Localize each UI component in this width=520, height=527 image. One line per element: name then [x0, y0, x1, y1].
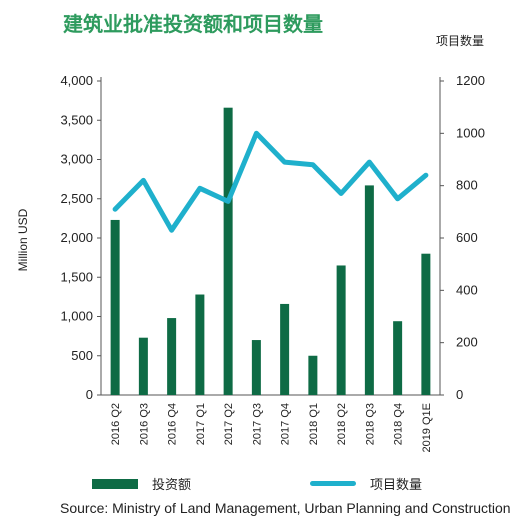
left-tick-label: 2,000 [60, 230, 93, 245]
right-tick-label: 0 [456, 387, 463, 402]
bar [421, 253, 431, 395]
x-tick-label: 2017 Q1 [195, 403, 207, 445]
bar [393, 321, 403, 395]
left-tick-label: 1,000 [60, 309, 93, 324]
right-tick-label: 800 [456, 178, 478, 193]
right-tick-label: 200 [456, 335, 478, 350]
x-tick-label: 2016 Q3 [138, 403, 150, 445]
legend-item-bar: 投资额 [92, 474, 191, 493]
x-tick-label: 2017 Q3 [251, 403, 263, 445]
right-tick-label: 400 [456, 282, 478, 297]
left-tick-label: 500 [71, 348, 93, 363]
x-tick-label: 2018 Q3 [364, 403, 376, 445]
right-axis-title: 项目数量 [435, 34, 484, 48]
x-tick-label: 2016 Q4 [167, 403, 179, 445]
bar [138, 337, 148, 395]
x-tick-label: 2018 Q2 [336, 403, 348, 445]
legend-line-label: 项目数量 [370, 478, 423, 493]
legend-bar-label: 投资额 [152, 478, 192, 493]
left-tick-label: 3,500 [60, 112, 93, 127]
bar [280, 303, 290, 395]
legend-line-swatch [310, 481, 356, 486]
bar [336, 265, 346, 395]
bar [195, 294, 205, 395]
line-series [112, 130, 429, 233]
x-tick-label: 2018 Q1 [308, 403, 320, 445]
x-tick-label: 2017 Q4 [280, 403, 292, 445]
left-tick-label: 3,000 [60, 152, 93, 167]
x-tick-label: 2017 Q2 [223, 403, 235, 445]
bar [308, 355, 318, 395]
legend-bar-swatch [92, 478, 138, 489]
source-note: Source: Ministry of Land Management, Urb… [60, 500, 511, 516]
x-tick-label: 2019 Q1E [421, 403, 433, 453]
left-tick-label: 0 [86, 387, 93, 402]
left-tick-label: 2,500 [60, 191, 93, 206]
x-tick-label: 2018 Q4 [393, 403, 405, 445]
x-tick-label: 2016 Q2 [110, 403, 122, 445]
legend-item-line: 项目数量 [310, 474, 422, 493]
left-tick-label: 1,500 [60, 269, 93, 284]
right-tick-label: 1000 [456, 125, 485, 140]
bar [223, 107, 233, 395]
bar [167, 318, 177, 395]
right-tick-label: 600 [456, 230, 478, 245]
bar [251, 340, 261, 395]
chart-title: 建筑业批准投资额和项目数量 [63, 12, 323, 36]
left-tick-label: 4,000 [60, 73, 93, 88]
right-tick-label: 1200 [456, 73, 485, 88]
bar [364, 185, 374, 395]
bar [110, 219, 120, 395]
